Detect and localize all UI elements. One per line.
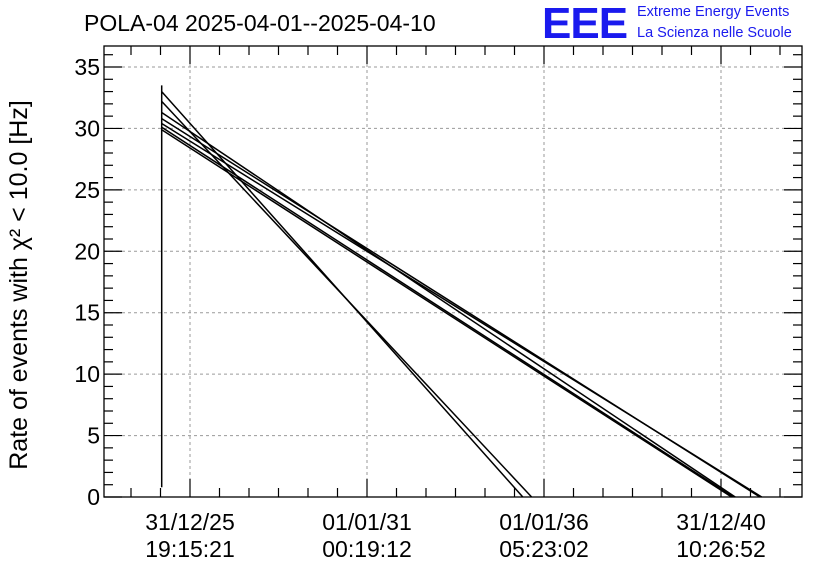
y-axis-title: Rate of events with χ² < 10.0 [Hz] <box>5 100 33 470</box>
axes <box>103 45 803 498</box>
y-tick-label: 35 <box>74 54 100 80</box>
y-tick-label: 15 <box>74 300 100 326</box>
series-line-segment-7 <box>161 129 733 498</box>
series-line-segment-6 <box>161 122 763 498</box>
series-line-segment-4 <box>161 111 736 498</box>
x-tick-label-time: 19:15:21 <box>145 536 235 562</box>
plot-frame <box>103 45 803 498</box>
series-group <box>160 85 763 498</box>
x-tick-label-date: 31/12/40 <box>676 509 766 535</box>
x-tick-label-date: 01/01/36 <box>499 509 589 535</box>
y-tick-label: 5 <box>87 423 100 449</box>
grid <box>104 46 802 497</box>
x-tick-label-date: 31/12/25 <box>145 509 235 535</box>
y-tick-label: 10 <box>74 361 100 387</box>
x-tick-label-date: 01/01/31 <box>322 509 412 535</box>
y-tick-label: 0 <box>87 484 100 510</box>
eee-logo: EEE <box>542 0 628 48</box>
y-tick-label: 30 <box>74 115 100 141</box>
chart-title: POLA-04 2025-04-01--2025-04-10 <box>84 10 436 36</box>
logo-caption-line2: La Scienza nelle Scuole <box>637 25 792 41</box>
x-tick-label-time: 05:23:02 <box>499 536 589 562</box>
series-line-segment-8 <box>161 126 734 498</box>
logo-caption-line1: Extreme Energy Events <box>637 4 790 20</box>
y-tick-label: 25 <box>74 177 100 203</box>
series-line-segment-3 <box>161 100 533 498</box>
y-tick-label: 20 <box>74 238 100 264</box>
x-tick-label-time: 10:26:52 <box>676 536 766 562</box>
x-tick-label-time: 00:19:12 <box>322 536 412 562</box>
